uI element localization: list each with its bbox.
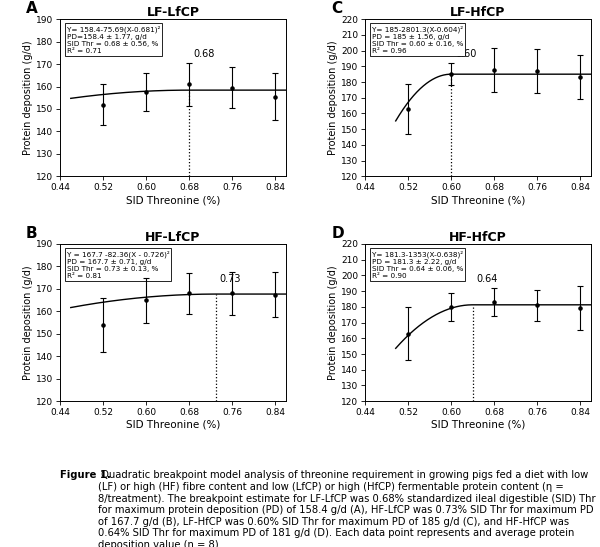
Title: LF-LfCP: LF-LfCP — [146, 6, 199, 19]
Text: C: C — [331, 1, 342, 16]
Text: 0.68: 0.68 — [193, 49, 214, 59]
Text: B: B — [26, 226, 38, 241]
X-axis label: SID Threonine (%): SID Threonine (%) — [431, 420, 525, 430]
Y-axis label: Protein deposition (g/d): Protein deposition (g/d) — [23, 265, 33, 380]
Text: Quadratic breakpoint model analysis of threonine requirement in growing pigs fed: Quadratic breakpoint model analysis of t… — [98, 470, 596, 547]
X-axis label: SID Threonine (%): SID Threonine (%) — [126, 420, 220, 430]
Y-axis label: Protein deposition (g/d): Protein deposition (g/d) — [328, 40, 338, 155]
Title: LF-HfCP: LF-HfCP — [451, 6, 506, 19]
Y-axis label: Protein deposition (g/d): Protein deposition (g/d) — [328, 265, 338, 380]
X-axis label: SID Threonine (%): SID Threonine (%) — [431, 195, 525, 205]
Text: Y= 185-2801.3(X-0.604)²
PD = 185 ± 1.56, g/d
SID Thr = 0.60 ± 0.16, %
R² = 0.96: Y= 185-2801.3(X-0.604)² PD = 185 ± 1.56,… — [372, 25, 463, 54]
Text: Y= 181.3-1353(X-0.638)²
PD = 181.3 ± 2.22, g/d
SID Thr = 0.64 ± 0.06, %
R² = 0.9: Y= 181.3-1353(X-0.638)² PD = 181.3 ± 2.2… — [372, 251, 463, 279]
Text: D: D — [331, 226, 344, 241]
Text: Y= 158.4-75.69(X-0.681)²
PD=158.4 ± 1.77, g/d
SID Thr = 0.68 ± 0.56, %
R² = 0.71: Y= 158.4-75.69(X-0.681)² PD=158.4 ± 1.77… — [67, 25, 160, 54]
Text: 0.73: 0.73 — [220, 274, 241, 284]
Text: Y = 167.7 -82.36(X - 0.726)²
PD = 167.7 ± 0.71, g/d
SID Thr = 0.73 ± 0.13, %
R² : Y = 167.7 -82.36(X - 0.726)² PD = 167.7 … — [67, 251, 170, 279]
Text: 0.64: 0.64 — [476, 274, 498, 284]
Title: HF-HfCP: HF-HfCP — [449, 231, 507, 244]
Title: HF-LfCP: HF-LfCP — [145, 231, 200, 244]
Y-axis label: Protein deposition (g/d): Protein deposition (g/d) — [23, 40, 33, 155]
Text: A: A — [26, 1, 38, 16]
Text: Figure 1.: Figure 1. — [60, 470, 111, 480]
X-axis label: SID Threonine (%): SID Threonine (%) — [126, 195, 220, 205]
Text: 0.60: 0.60 — [455, 49, 476, 59]
